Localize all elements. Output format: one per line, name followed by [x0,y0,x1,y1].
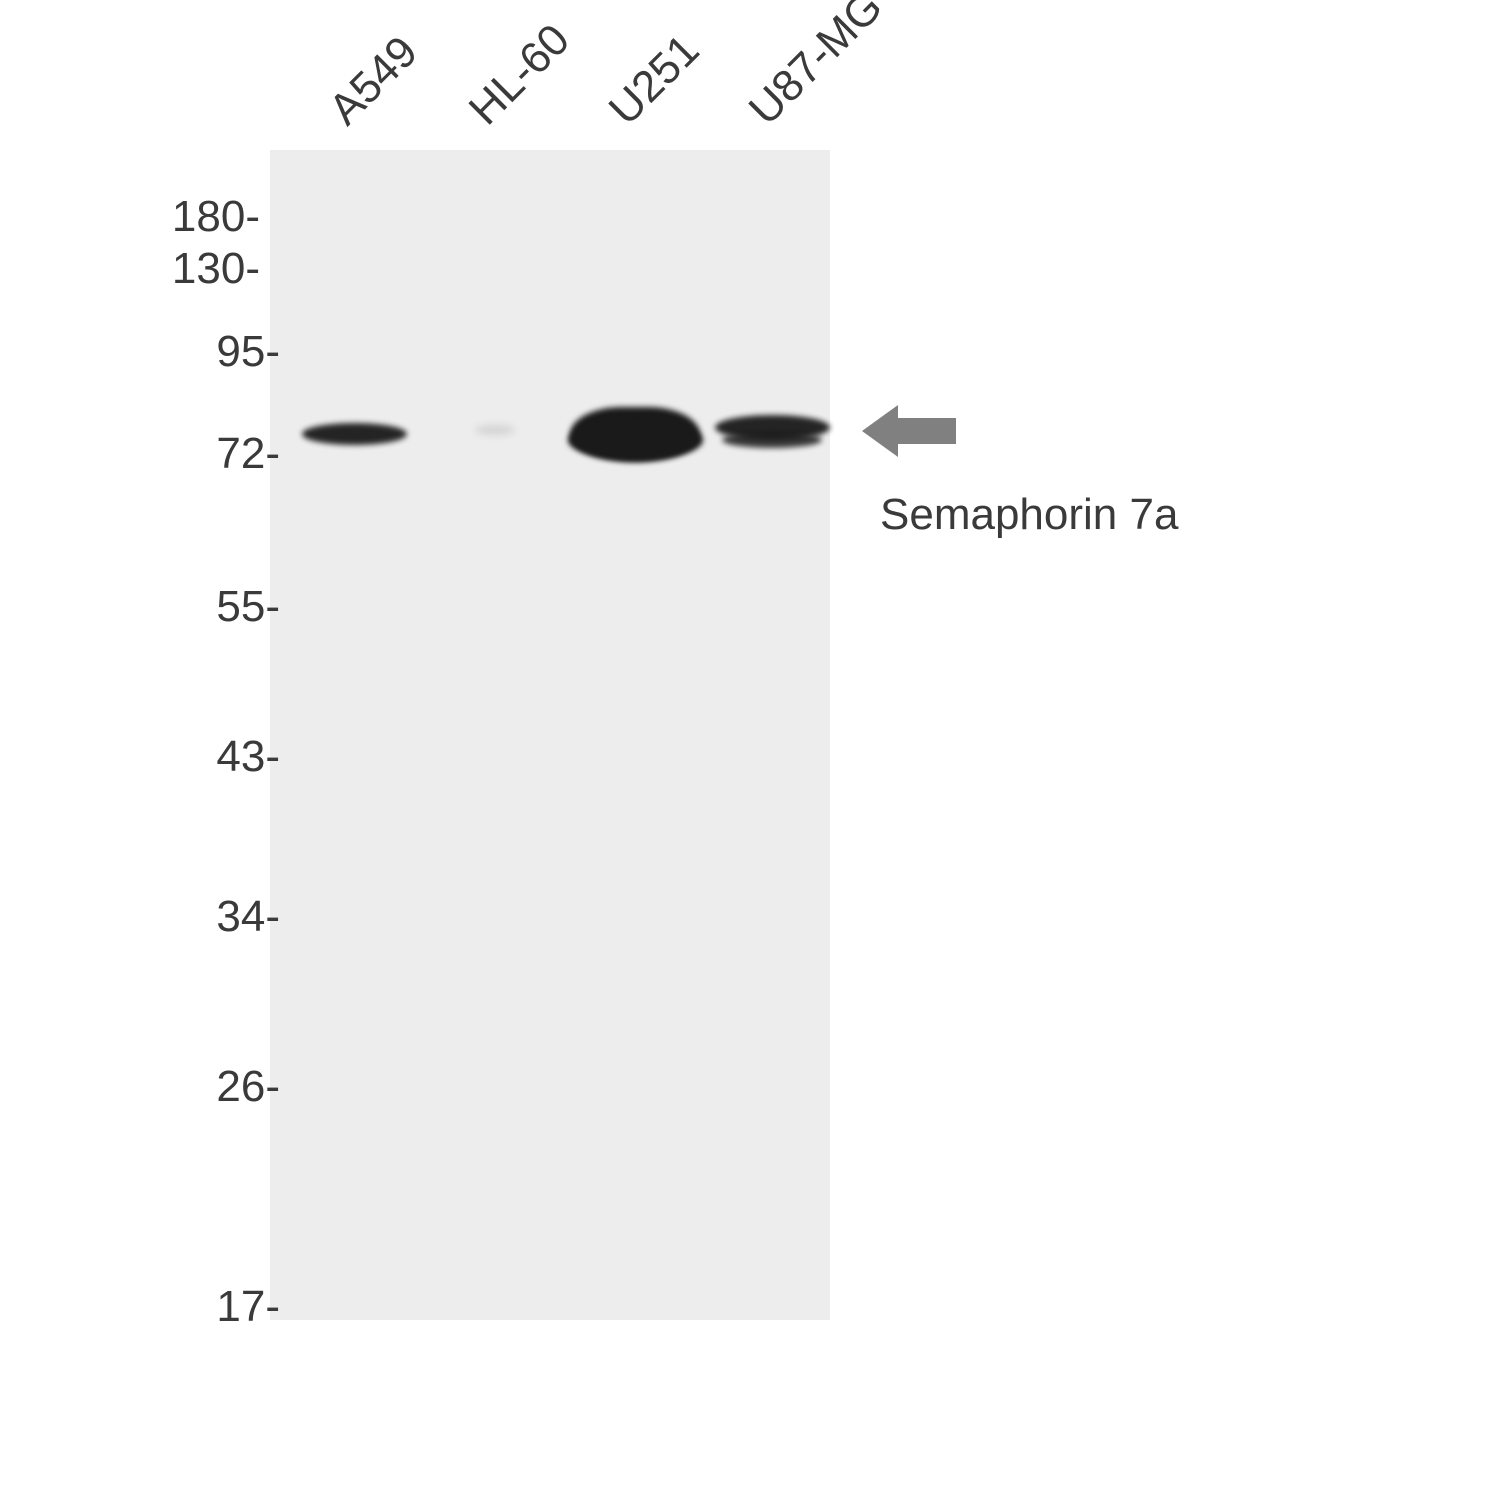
blot-region [270,150,830,1320]
marker-130: 130- [150,247,260,291]
lane-label-3: U87-MG [740,0,893,135]
band-hl60 [475,425,515,435]
lane-label-1: HL-60 [460,15,580,135]
band-u87-b [722,432,822,448]
arrow-icon [862,405,898,457]
lane-label-2: U251 [600,25,710,135]
marker-72: 72- [170,432,280,476]
target-label: Semaphorin 7a [880,490,1178,540]
marker-17: 17- [170,1285,280,1329]
marker-95: 95- [170,330,280,374]
marker-26: 26- [170,1065,280,1109]
band-u251-b [568,420,703,460]
arrow-shaft [898,418,956,444]
band-a549 [302,423,407,445]
marker-55: 55- [170,585,280,629]
marker-34: 34- [170,895,280,939]
lane-label-0: A549 [320,27,428,135]
marker-43: 43- [170,735,280,779]
marker-180: 180- [150,195,260,239]
